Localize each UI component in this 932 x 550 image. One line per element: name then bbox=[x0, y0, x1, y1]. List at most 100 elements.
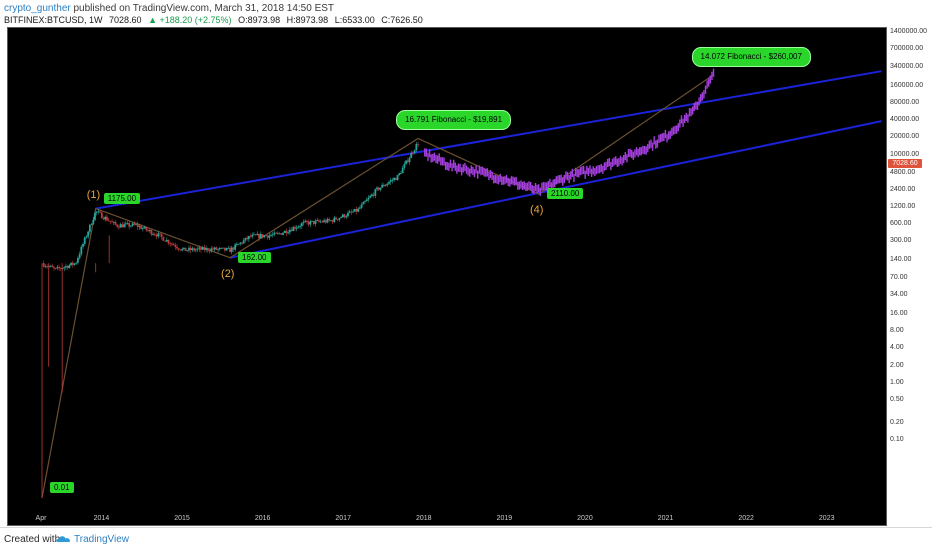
candle-body bbox=[131, 223, 134, 226]
candle-body bbox=[92, 219, 95, 225]
candle-body bbox=[329, 220, 332, 222]
candle-body bbox=[141, 228, 144, 230]
candle-body bbox=[83, 237, 86, 244]
candle-body bbox=[181, 248, 184, 251]
candle-body bbox=[212, 248, 214, 250]
candle-body bbox=[123, 224, 125, 228]
candle-body bbox=[70, 262, 72, 266]
candle-body bbox=[319, 221, 322, 223]
author-link[interactable]: crypto_gunther bbox=[4, 3, 71, 14]
y-tick-label: 4800.00 bbox=[890, 168, 916, 176]
candle-body bbox=[415, 143, 418, 151]
candle-body bbox=[177, 248, 180, 250]
candle-body bbox=[372, 194, 375, 196]
candle-body bbox=[58, 267, 60, 269]
candle-body bbox=[256, 233, 259, 236]
candle-body bbox=[271, 234, 274, 236]
candle-body bbox=[165, 239, 168, 242]
candle-body bbox=[265, 235, 267, 237]
candle-body bbox=[391, 180, 394, 181]
time-axis[interactable]: Apr 2014 2015 2016 2017 2018 2019 2020 2021 2022 2… bbox=[7, 513, 887, 526]
last-price: 7028.60 bbox=[109, 15, 142, 25]
candle-body bbox=[203, 247, 206, 251]
x-tick-label: 2020 bbox=[577, 515, 593, 522]
candle-body bbox=[206, 248, 209, 251]
candle-body bbox=[100, 212, 103, 219]
candle-body bbox=[299, 226, 302, 227]
candle-body bbox=[147, 230, 149, 231]
candle-body bbox=[295, 227, 298, 229]
candle-body bbox=[44, 266, 47, 268]
y-tick-label: 1.00 bbox=[890, 378, 904, 386]
candle-body bbox=[135, 224, 137, 225]
candle-body bbox=[159, 233, 161, 235]
candle-body bbox=[374, 189, 377, 196]
symbol-label: BITFINEX:BTCUSD, 1W bbox=[4, 15, 103, 25]
candle-body bbox=[276, 233, 279, 235]
candle-body bbox=[232, 247, 235, 250]
candle-body bbox=[382, 184, 385, 187]
candle-body bbox=[241, 242, 243, 244]
publish-line: crypto_gunther published on TradingView.… bbox=[4, 3, 334, 15]
candle-body bbox=[196, 248, 199, 250]
y-tick-label: 2.00 bbox=[890, 361, 904, 369]
candle-body bbox=[261, 234, 264, 238]
y-tick-label: 20000.00 bbox=[890, 133, 920, 141]
x-tick-label: 2023 bbox=[818, 515, 835, 522]
candle-body bbox=[340, 217, 343, 218]
candle-body bbox=[263, 235, 266, 238]
candle-body bbox=[145, 226, 148, 231]
candle-body bbox=[417, 143, 419, 145]
candle-body bbox=[167, 239, 170, 244]
tradingview-brand[interactable]: TradingView bbox=[74, 534, 130, 545]
candle-body bbox=[153, 234, 156, 236]
candle-body bbox=[376, 187, 378, 190]
candle-body bbox=[171, 243, 173, 245]
candle-body bbox=[403, 163, 406, 168]
price-label: 0.01 bbox=[50, 482, 74, 493]
channel-line-1 bbox=[95, 70, 882, 210]
candle-body bbox=[352, 211, 355, 213]
candle-body bbox=[68, 265, 71, 269]
candle-body bbox=[205, 248, 208, 251]
y-tick-label: 600.00 bbox=[890, 220, 912, 228]
candle-body bbox=[371, 194, 373, 197]
y-tick-label: 0.20 bbox=[890, 418, 904, 426]
candle-body bbox=[389, 180, 392, 182]
candle-body bbox=[102, 218, 105, 220]
y-tick-label: 160000.00 bbox=[890, 81, 924, 89]
candle-body bbox=[412, 152, 414, 154]
candle-body bbox=[172, 243, 175, 246]
candle-body bbox=[311, 220, 313, 222]
candle-body bbox=[406, 160, 409, 163]
candle-body bbox=[224, 247, 226, 251]
candle-body bbox=[126, 223, 129, 224]
candle-body bbox=[316, 220, 319, 222]
candle-body bbox=[388, 181, 390, 184]
candle-body bbox=[152, 234, 155, 236]
candle-body bbox=[369, 196, 372, 198]
candle-body bbox=[227, 247, 230, 249]
candle-body bbox=[114, 221, 117, 225]
candle-body bbox=[323, 220, 325, 223]
candle-body bbox=[186, 250, 189, 252]
y-tick-label: 140.00 bbox=[890, 256, 912, 264]
candle-body bbox=[386, 183, 389, 185]
current-price-tag: 7028.60 bbox=[888, 158, 922, 168]
candle-body bbox=[87, 231, 90, 237]
candle-body bbox=[355, 208, 358, 212]
candle-body bbox=[128, 223, 131, 227]
y-tick-label: 40000.00 bbox=[890, 116, 920, 124]
candle-body bbox=[164, 240, 166, 242]
candle-body bbox=[357, 208, 360, 212]
candle-body bbox=[235, 244, 238, 245]
candle-body bbox=[176, 246, 178, 249]
candle-body bbox=[288, 229, 291, 233]
candle-body bbox=[405, 160, 407, 164]
candle-body bbox=[136, 224, 139, 227]
price-axis[interactable]: 1400000.00 700000.00 340000.00 160000.00 800… bbox=[887, 27, 932, 526]
candle-body bbox=[253, 234, 255, 236]
candle-body bbox=[112, 221, 115, 223]
candle-body bbox=[201, 247, 204, 250]
